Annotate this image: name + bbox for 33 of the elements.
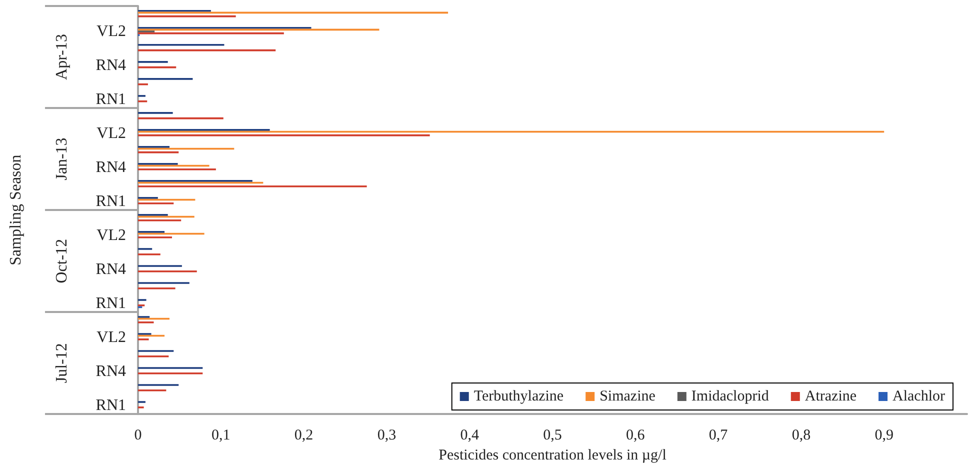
y-tick-label: RN4	[96, 363, 126, 380]
text: Oct-12	[54, 238, 70, 284]
text: Jan-13	[54, 138, 70, 180]
y-tick-label: RN1	[96, 397, 126, 414]
legend-label: Atrazine	[804, 388, 857, 404]
y-tick-label: VL2	[96, 329, 126, 346]
x-tick-label: 0	[134, 428, 142, 444]
legend-label: Alachlor	[892, 388, 946, 404]
x-tick-label: 0,6	[626, 428, 646, 444]
x-tick-label: 0,8	[792, 428, 811, 444]
legend-label: Terbuthylazine	[474, 388, 564, 404]
y-axis-title: Sampling Season	[8, 154, 24, 266]
x-tick-label: 0,3	[377, 428, 396, 444]
y-tick-label: VL2	[96, 23, 126, 40]
text: Jul-12	[54, 343, 70, 384]
y-tick-label: RN1	[96, 91, 126, 108]
y-tick-label: RN1	[96, 193, 126, 210]
y-tick-label: RN4	[96, 57, 126, 74]
x-tick-label: 0,9	[874, 428, 894, 444]
y-tick-label: VL2	[96, 125, 126, 142]
text: Apr-13	[54, 34, 70, 80]
y-tick-label: RN4	[96, 261, 126, 278]
y-tick-label: RN4	[96, 159, 126, 176]
y-tick-label: RN1	[96, 295, 126, 312]
x-tick-label: 0,1	[212, 428, 230, 444]
legend-label: Simazine	[600, 388, 656, 404]
x-tick-label: 0,4	[460, 428, 480, 444]
x-tick-label: 0,2	[294, 428, 314, 444]
legend-label: Imidacloprid	[691, 388, 770, 404]
y-tick-label: VL2	[96, 227, 126, 244]
x-axis-title: Pesticides concentration levels in µg/l	[438, 448, 666, 464]
x-tick-label: 0,5	[543, 428, 562, 444]
x-tick-label: 0,7	[708, 428, 728, 444]
